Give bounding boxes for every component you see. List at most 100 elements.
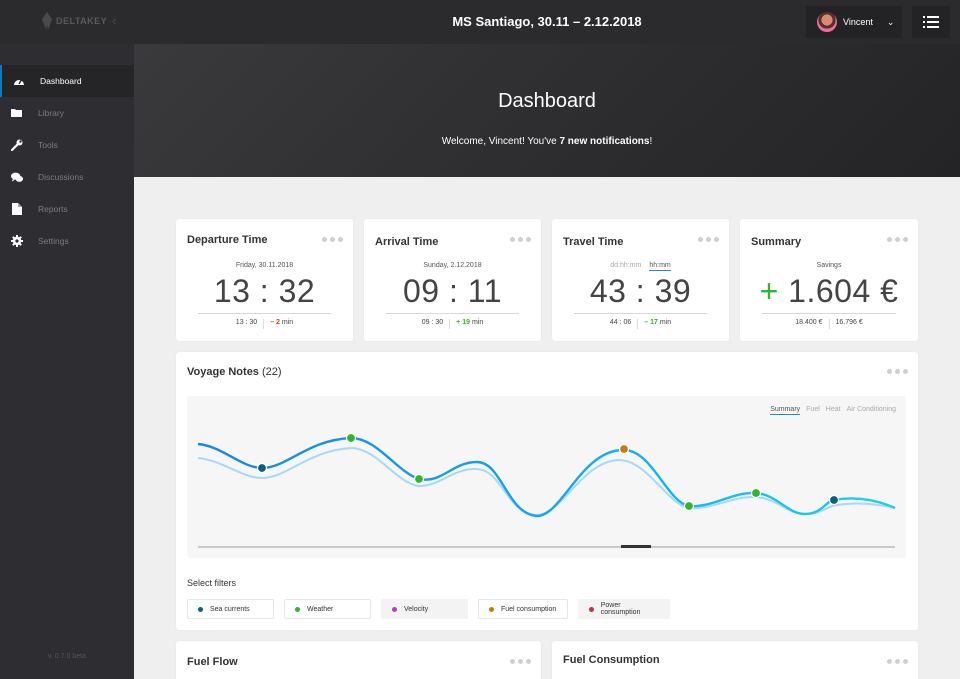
filter-dot	[392, 606, 397, 612]
actual-cost: 16.796 €	[835, 319, 863, 326]
sidebar-item-label: Settings	[38, 236, 69, 246]
chart-marker[interactable]	[618, 443, 630, 455]
scrollbar-thumb[interactable]	[621, 545, 651, 548]
sidebar-item-discussions[interactable]: Discussions	[0, 161, 134, 193]
page-title: Dashboard	[498, 90, 596, 112]
card-title: Voyage Notes (22)	[187, 366, 282, 378]
sidebar-item-settings[interactable]: Settings	[0, 225, 134, 257]
divider	[386, 313, 519, 314]
chart-markers	[256, 432, 840, 512]
version-label: v. 0.7.0 beta	[47, 653, 86, 660]
wrench-icon	[11, 139, 23, 151]
sidebar-item-dashboard[interactable]: Dashboard	[0, 65, 134, 97]
card-footer: 09 : 30 + 19 min	[364, 319, 541, 329]
filter-power-consumption[interactable]: Power consumption	[578, 599, 670, 619]
chart-marker[interactable]	[256, 462, 268, 474]
summary-card: Summary Savings + 1.604 € 18.400 € 16.79…	[740, 219, 918, 341]
chart-marker[interactable]	[413, 473, 425, 485]
logo[interactable]: DELTAKEY	[42, 12, 107, 30]
chart-scrollbar[interactable]	[198, 545, 895, 548]
chart-marker[interactable]	[345, 432, 357, 444]
menu-button[interactable]	[912, 6, 950, 38]
user-menu-button[interactable]: Vincent ⌄	[806, 6, 902, 38]
sidebar-item-library[interactable]: Library	[0, 97, 134, 129]
divider	[198, 313, 331, 314]
filter-dot	[489, 606, 494, 612]
logo-icon	[42, 12, 52, 30]
collapse-sidebar-icon[interactable]: ‹	[112, 13, 117, 28]
chart-marker[interactable]	[683, 500, 695, 512]
chart-canvas	[197, 432, 896, 518]
welcome-message: Welcome, Vincent! You've 7 new notificat…	[441, 136, 653, 147]
divider	[574, 313, 707, 314]
travel-value: 43 : 39	[589, 273, 692, 309]
filter-fuel-consumption[interactable]: Fuel consumption	[478, 599, 568, 619]
filter-weather[interactable]: Weather	[284, 599, 371, 619]
departure-date: Friday, 30.11.2018	[235, 262, 294, 269]
savings-label: Savings	[816, 262, 842, 269]
more-options-icon[interactable]	[887, 369, 908, 374]
more-options-icon[interactable]	[887, 237, 908, 242]
sidebar-item-tools[interactable]: Tools	[0, 129, 134, 161]
delta-value: – 17	[644, 319, 658, 326]
tab-fuel[interactable]: Fuel	[806, 406, 820, 413]
speedometer-icon	[13, 75, 25, 87]
card-title: Fuel Flow	[187, 656, 238, 668]
format-option-hours[interactable]: hh:mm	[649, 262, 671, 271]
voyage-chart: Summary Fuel Heat Air Conditioning	[187, 396, 906, 558]
arrival-date: Sunday, 2.12.2018	[423, 262, 482, 269]
gear-icon	[11, 235, 23, 247]
card-footer: 13 : 30 – 2 min	[176, 319, 353, 329]
planned-time: 09 : 30	[421, 319, 444, 326]
hero-banner: Dashboard Welcome, Vincent! You've 7 new…	[134, 44, 960, 177]
sidebar-item-reports[interactable]: Reports	[0, 193, 134, 225]
voyage-notes-card: Voyage Notes (22)	[176, 352, 918, 630]
list-menu-icon	[923, 16, 939, 28]
folder-icon	[11, 107, 23, 119]
card-title: Travel Time	[563, 236, 624, 248]
chart-tabs: Summary Fuel Heat Air Conditioning	[770, 406, 896, 415]
chart-marker[interactable]	[828, 494, 840, 506]
filter-dot	[198, 606, 203, 612]
format-option-days[interactable]: dd:hh:mm	[610, 262, 642, 269]
tab-heat[interactable]: Heat	[825, 406, 841, 413]
primary-series-line	[197, 436, 896, 518]
planned-time: 13 : 30	[235, 319, 258, 326]
card-title: Arrival Time	[375, 236, 439, 248]
user-name: Vincent	[843, 17, 873, 27]
more-options-icon[interactable]	[887, 659, 908, 664]
filter-velocity[interactable]: Velocity	[381, 599, 468, 619]
card-footer: 44 : 06 – 17 min	[552, 319, 729, 329]
chevron-down-icon: ⌄	[886, 16, 895, 27]
arrival-value: 09 : 11	[403, 273, 502, 309]
more-options-icon[interactable]	[698, 237, 719, 242]
filter-list: Sea currents Weather Velocity Fuel consu…	[187, 599, 670, 619]
travel-time-card: Travel Time dd:hh:mm hh:mm 43 : 39 44 : …	[552, 219, 729, 341]
planned-time: 44 : 06	[609, 319, 632, 326]
fuel-consumption-card: Fuel Consumption	[552, 641, 918, 679]
card-footer: 18.400 € 16.796 €	[740, 319, 918, 329]
departure-time-card: Departure Time Friday, 30.11.2018 13 : 3…	[176, 219, 353, 341]
tab-summary[interactable]: Summary	[770, 406, 801, 415]
time-format-toggle: dd:hh:mm hh:mm	[552, 262, 729, 271]
card-title: Summary	[751, 236, 802, 248]
sidebar-item-label: Dashboard	[40, 76, 82, 86]
delta-value: – 2	[270, 319, 280, 326]
more-options-icon[interactable]	[322, 237, 343, 242]
expected-cost: 18.400 €	[795, 319, 823, 326]
chart-marker[interactable]	[750, 487, 762, 499]
sidebar-item-label: Reports	[38, 204, 68, 214]
tab-air-conditioning[interactable]: Air Conditioning	[846, 406, 896, 413]
notifications-link[interactable]: 7 new notifications	[559, 136, 650, 147]
more-options-icon[interactable]	[510, 659, 531, 664]
more-options-icon[interactable]	[510, 237, 531, 242]
departure-value: 13 : 32	[213, 273, 316, 309]
delta-value: + 19	[456, 319, 470, 326]
card-title: Departure Time	[187, 234, 268, 246]
sidebar: Dashboard Library Tools Discussions Repo…	[0, 44, 134, 679]
secondary-series-line	[197, 446, 896, 517]
filters-label: Select filters	[187, 578, 237, 588]
arrival-time-card: Arrival Time Sunday, 2.12.2018 09 : 11 0…	[364, 219, 541, 341]
filter-sea-currents[interactable]: Sea currents	[187, 599, 274, 619]
notes-count: (22)	[262, 366, 282, 378]
